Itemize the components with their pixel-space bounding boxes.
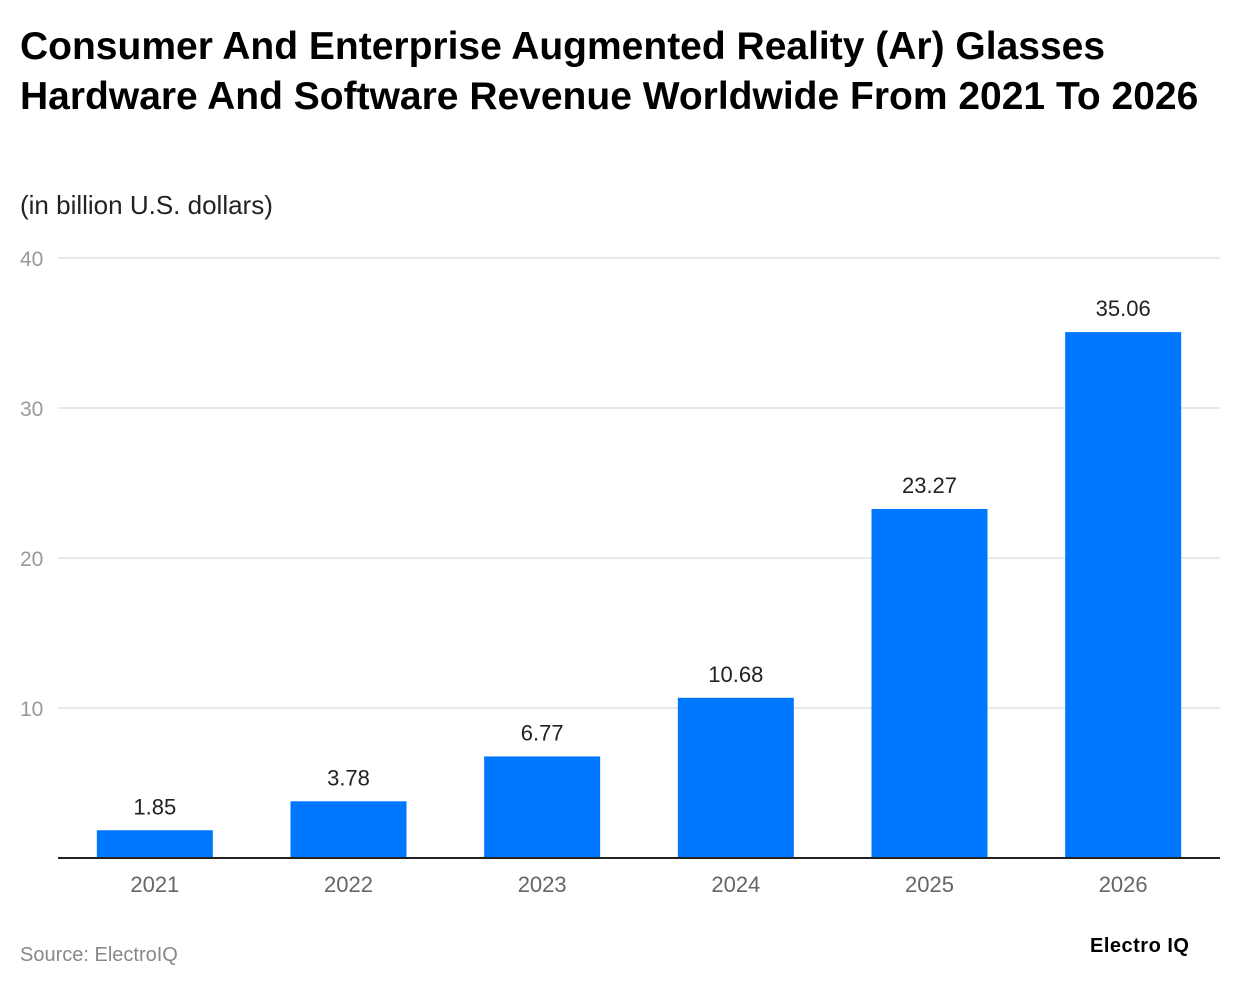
y-tick-label: 40 — [20, 248, 43, 271]
data-label: 23.27 — [902, 473, 957, 498]
y-tick-label: 10 — [20, 698, 43, 721]
chart-title: Consumer And Enterprise Augmented Realit… — [20, 25, 1199, 118]
x-tick-label: 2022 — [324, 872, 373, 897]
data-label: 3.78 — [327, 765, 370, 790]
brand-logo: Electro IQ — [1090, 935, 1190, 957]
y-tick-label: 30 — [20, 398, 43, 421]
x-tick-label: 2024 — [711, 872, 760, 897]
bar — [871, 508, 988, 858]
x-tick-label: 2026 — [1099, 872, 1148, 897]
bar — [484, 756, 601, 858]
x-tick-label: 2023 — [518, 872, 567, 897]
bar — [1065, 332, 1182, 859]
data-label: 1.85 — [133, 794, 176, 819]
bar — [290, 801, 407, 858]
data-label: 6.77 — [521, 720, 564, 745]
chart-subtitle: (in billion U.S. dollars) — [20, 190, 273, 220]
data-label: 10.68 — [708, 662, 763, 687]
x-tick-label: 2021 — [130, 872, 179, 897]
bar — [677, 697, 794, 858]
x-tick-label: 2025 — [905, 872, 954, 897]
data-label: 35.06 — [1096, 296, 1151, 321]
source-note: Source: ElectroIQ — [20, 944, 178, 966]
bar — [96, 830, 213, 858]
y-tick-label: 20 — [20, 548, 43, 571]
